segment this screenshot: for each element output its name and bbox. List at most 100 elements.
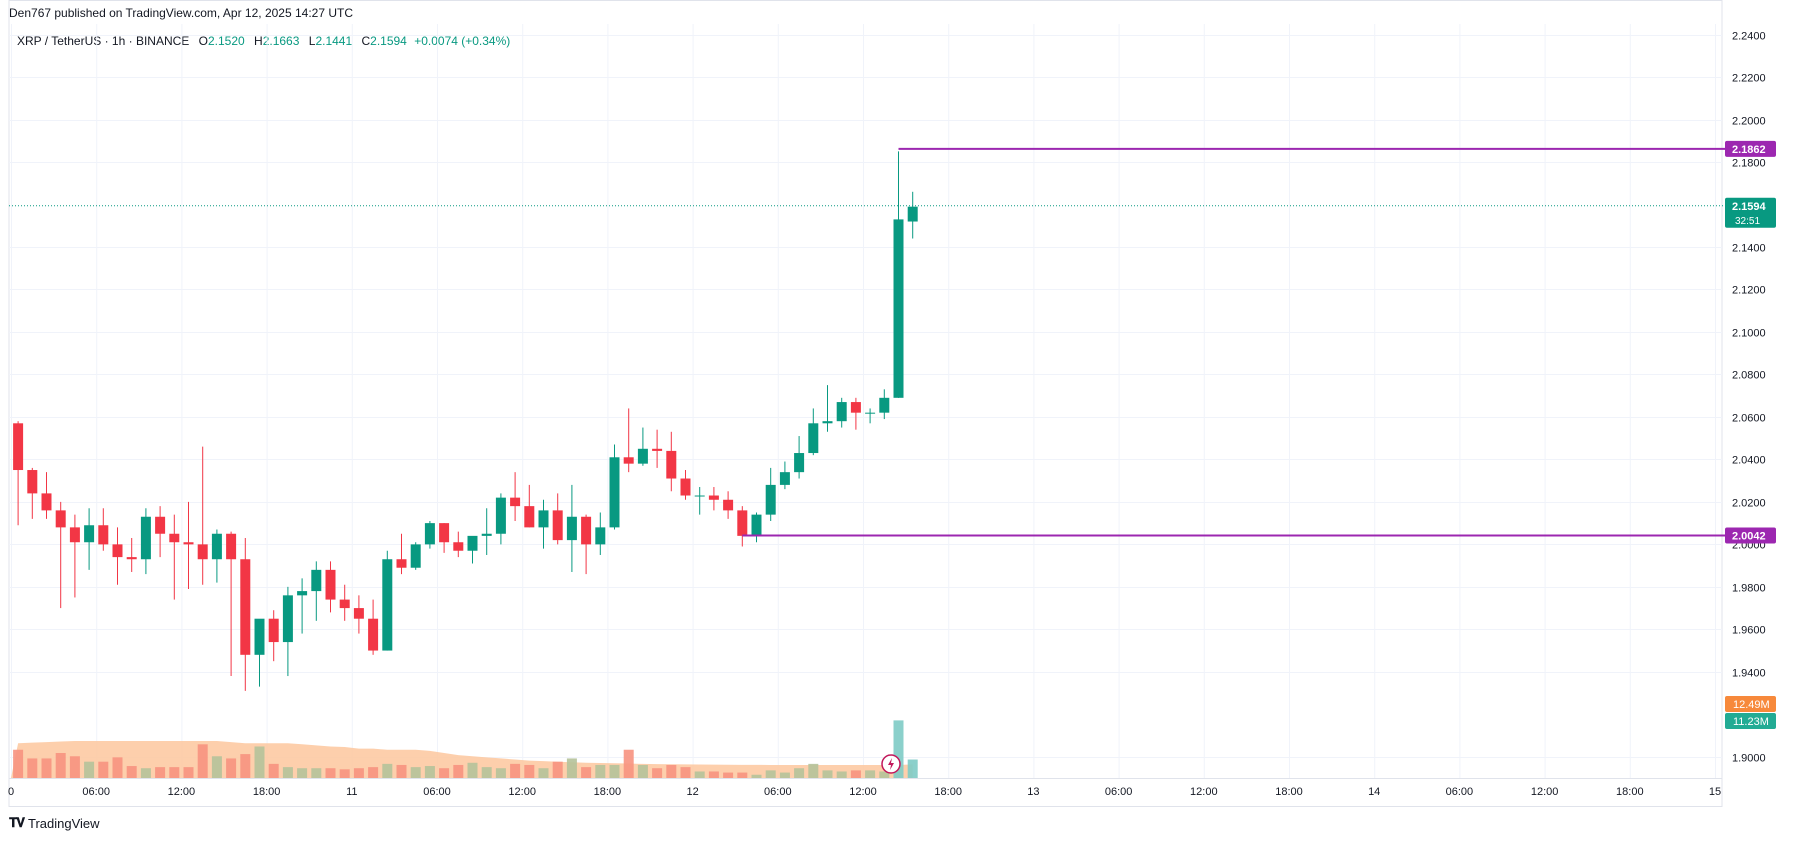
- x-tick-label: 18:00: [594, 786, 622, 798]
- candle-body: [254, 618, 265, 655]
- candle-body: [879, 397, 890, 413]
- candle-body: [211, 533, 222, 560]
- x-tick-label: 12:00: [508, 786, 536, 798]
- candle-body: [84, 525, 95, 543]
- volume-bar: [893, 720, 904, 778]
- change-value: +0.0074 (+0.34%): [414, 34, 511, 48]
- volume-bar: [55, 753, 66, 778]
- volume-bar: [538, 768, 549, 778]
- volume-bar: [339, 769, 350, 778]
- volume-bar: [595, 764, 606, 778]
- footer-brand-label: TradingView: [28, 815, 100, 831]
- open-value: 2.1520: [207, 34, 245, 48]
- publisher-caption: Den767 published on TradingView.com, Apr…: [9, 6, 354, 20]
- candle-body: [282, 595, 293, 643]
- x-tick-label: 14: [1368, 786, 1380, 798]
- candle-body: [353, 608, 364, 619]
- candle-body: [751, 514, 762, 536]
- volume-bar: [850, 770, 861, 778]
- volume-bar: [155, 767, 166, 778]
- candle-body: [850, 402, 861, 413]
- volume-bar: [794, 768, 805, 778]
- volume-bar: [268, 763, 279, 778]
- volume-bar: [311, 768, 322, 778]
- volume-bar: [510, 763, 521, 778]
- y-tick-label: 2.2400: [1732, 31, 1766, 43]
- candle-body: [822, 421, 833, 424]
- volume-bar: [680, 767, 691, 778]
- candle-body: [566, 516, 577, 541]
- symbol-name[interactable]: XRP / TetherUS · 1h · BINANCE: [17, 34, 190, 48]
- y-tick-label: 2.1400: [1732, 243, 1766, 255]
- close-value: 2.1594: [370, 34, 407, 48]
- candle-body: [140, 516, 151, 560]
- x-tick-label: 13: [1027, 786, 1039, 798]
- volume-bar: [13, 749, 24, 778]
- volume-bar: [240, 754, 251, 778]
- x-tick-label: 18:00: [1616, 786, 1644, 798]
- last-price-tag: [1725, 197, 1776, 228]
- candle-body: [893, 219, 904, 398]
- volume-bar: [822, 770, 833, 778]
- level-price-tag: [1725, 527, 1776, 544]
- volume-bar: [439, 768, 450, 778]
- x-tick-label: 18:00: [1275, 786, 1303, 798]
- y-tick-label: 2.1200: [1732, 285, 1766, 297]
- candle-body: [169, 533, 180, 543]
- x-tick-label: 06:00: [1446, 786, 1474, 798]
- low-value: 2.1441: [315, 34, 353, 48]
- candle-body: [339, 599, 350, 609]
- volume-bar: [566, 758, 577, 778]
- volume-bar: [396, 764, 407, 778]
- volume-bar: [112, 757, 123, 778]
- volume-bar: [254, 746, 265, 778]
- volume-bar: [453, 764, 464, 778]
- candle-body: [297, 591, 308, 596]
- x-tick-label: 12: [686, 786, 698, 798]
- volume-bar: [325, 768, 336, 778]
- candle-body: [197, 544, 208, 560]
- candle-body: [368, 618, 379, 651]
- volume-bar: [723, 772, 734, 778]
- volume-bar: [907, 759, 918, 778]
- volume-bar: [382, 763, 393, 778]
- y-tick-label: 2.0800: [1732, 370, 1766, 382]
- level-price-label: 2.0042: [1732, 530, 1766, 542]
- levels-layer: [9, 147, 1725, 537]
- x-tick-label: 12:00: [1531, 786, 1559, 798]
- volume-bar: [609, 764, 620, 778]
- volume-bar: [779, 772, 790, 778]
- volume-bar: [183, 767, 194, 778]
- footer-brand[interactable]: 𝐓𝐕 TradingView: [9, 815, 100, 831]
- high-label: H: [254, 34, 263, 48]
- volume-bar: [169, 767, 180, 778]
- volume-bar: [27, 758, 38, 778]
- volume-bar: [836, 771, 847, 778]
- y-tick-label: 2.0200: [1732, 498, 1766, 510]
- last-price-label: 2.1594: [1732, 201, 1767, 213]
- x-tick-label: 12:00: [168, 786, 196, 798]
- candle-body: [27, 470, 38, 494]
- volume-bar: [98, 761, 109, 778]
- volume-bar: [41, 758, 52, 778]
- volume-bar: [84, 761, 95, 778]
- x-tick-label: 06:00: [423, 786, 451, 798]
- volume-bar: [552, 761, 563, 778]
- volume-layer: [11, 720, 918, 778]
- candle-body: [13, 423, 24, 471]
- candle-body: [637, 448, 648, 464]
- volume-bar: [197, 744, 208, 778]
- candle-body: [396, 559, 407, 568]
- candle-body: [510, 497, 521, 507]
- candle-body: [55, 510, 66, 528]
- volume-bar: [737, 772, 748, 778]
- x-tick-label: 15: [1709, 786, 1721, 798]
- x-tick-label: 06:00: [82, 786, 110, 798]
- lightning-glyph: [888, 758, 894, 770]
- candle-body: [652, 448, 663, 451]
- volume-bar: [467, 762, 478, 778]
- candle-body: [495, 497, 506, 534]
- volume-value-tag: [1725, 713, 1776, 729]
- level-price-tag: [1725, 140, 1776, 157]
